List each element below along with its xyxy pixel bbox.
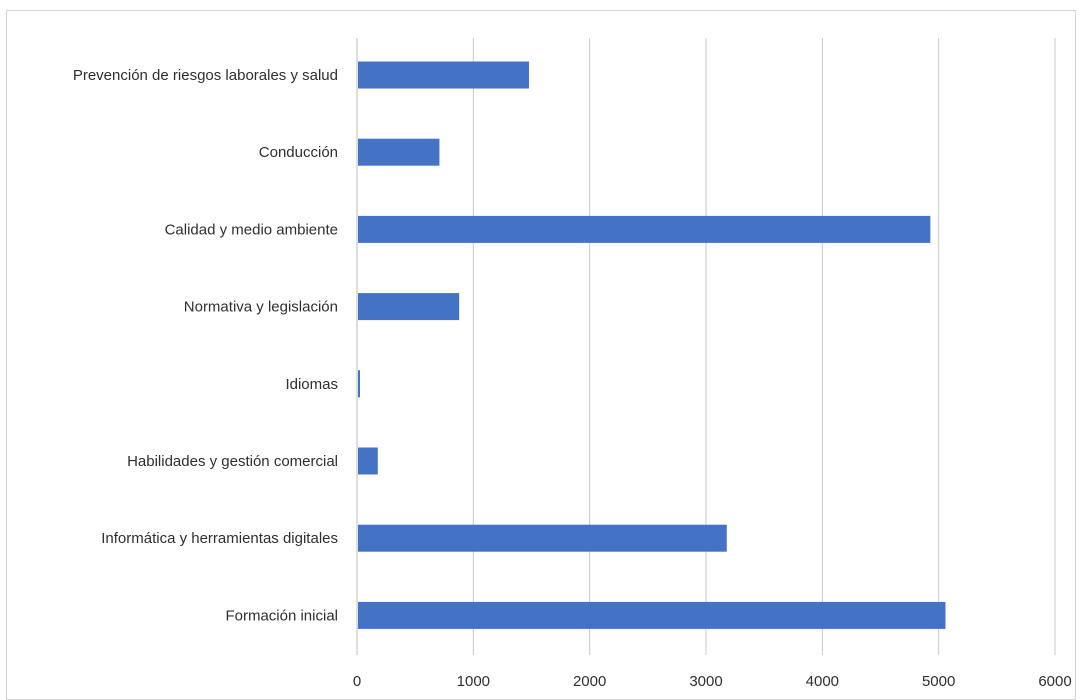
bar <box>358 215 931 243</box>
bars <box>358 61 946 629</box>
bar <box>358 293 460 321</box>
category-label: Prevención de riesgos laborales y salud <box>73 67 338 84</box>
x-tick-labels: 0 1000 2000 3000 4000 5000 6000 <box>353 673 1072 690</box>
x-tick-label: 0 <box>353 673 361 690</box>
x-tick-label: 3000 <box>689 673 722 690</box>
x-tick-label: 2000 <box>573 673 606 690</box>
x-tick-label: 4000 <box>806 673 839 690</box>
chart-frame <box>6 10 1076 700</box>
category-label: Normativa y legislación <box>184 299 338 316</box>
x-tick-label: 5000 <box>922 673 955 690</box>
bar <box>358 601 946 629</box>
bar <box>358 447 378 475</box>
bar <box>358 370 360 398</box>
category-label: Calidad y medio ambiente <box>165 221 338 238</box>
x-tick-label: 1000 <box>457 673 490 690</box>
category-labels: Prevención de riesgos laborales y salud C… <box>73 67 338 624</box>
category-label: Idiomas <box>285 376 338 393</box>
category-label: Habilidades y gestión comercial <box>127 453 338 470</box>
gridlines <box>356 38 1056 655</box>
bar <box>358 61 530 89</box>
bar <box>358 138 440 166</box>
x-tick-label: 6000 <box>1038 673 1071 690</box>
category-label: Formación inicial <box>225 607 338 624</box>
category-label: Conducción <box>259 144 338 161</box>
category-label: Informática y herramientas digitales <box>101 530 338 547</box>
bar <box>358 524 727 552</box>
